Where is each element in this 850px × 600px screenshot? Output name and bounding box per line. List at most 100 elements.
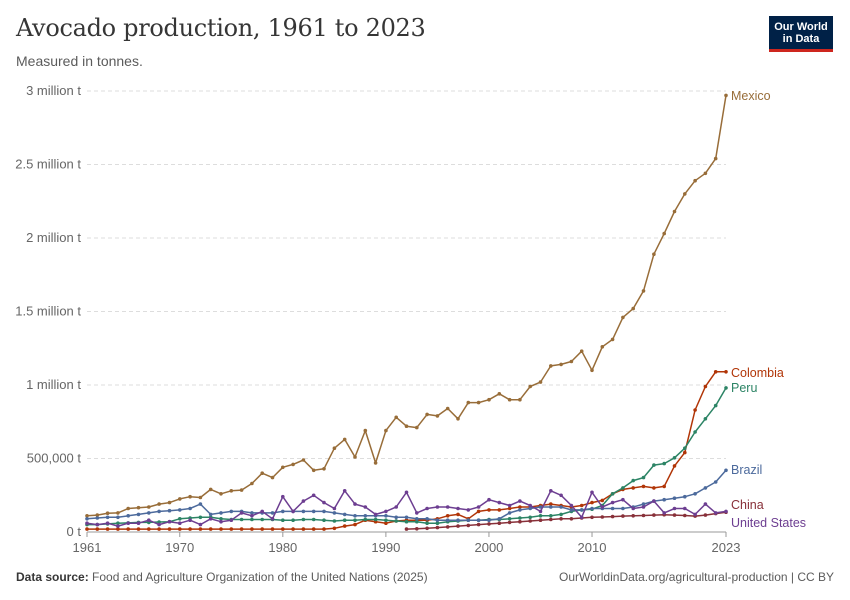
- data-point-united-states: [167, 519, 172, 524]
- data-point-colombia: [281, 527, 285, 531]
- data-point-mexico: [229, 489, 234, 493]
- data-point-colombia: [590, 500, 594, 505]
- data-point-china: [600, 515, 605, 519]
- data-point-peru: [518, 516, 522, 520]
- data-point-united-states: [291, 509, 295, 514]
- data-point-china: [631, 514, 635, 518]
- data-point-united-states: [621, 497, 625, 502]
- data-point-brazil: [683, 494, 687, 499]
- data-point-brazil: [497, 517, 502, 521]
- data-point-peru: [621, 486, 625, 490]
- x-tick-label: 2010: [578, 540, 607, 555]
- data-point-mexico: [476, 400, 481, 405]
- data-point-mexico: [466, 400, 471, 405]
- series-label-china: China: [731, 498, 764, 512]
- data-point-mexico: [311, 468, 316, 473]
- data-point-mexico: [384, 428, 388, 433]
- data-point-china: [404, 527, 409, 531]
- series-line-peru: [87, 387, 727, 526]
- data-point-peru: [198, 515, 203, 520]
- data-point-colombia: [703, 384, 708, 389]
- data-point-peru: [713, 403, 718, 408]
- data-point-peru: [404, 519, 409, 524]
- data-point-peru: [672, 456, 677, 460]
- data-point-peru: [693, 430, 697, 434]
- data-point-china: [456, 524, 460, 528]
- data-point-brazil: [415, 517, 419, 521]
- data-point-china: [590, 515, 594, 520]
- data-point-mexico: [713, 156, 718, 161]
- data-point-mexico: [652, 252, 656, 256]
- data-point-mexico: [425, 412, 429, 417]
- data-point-brazil: [662, 497, 666, 502]
- data-point-united-states: [672, 506, 677, 511]
- data-point-brazil: [229, 509, 234, 514]
- y-tick-label: 3 million t: [26, 83, 81, 98]
- data-point-brazil: [476, 518, 481, 522]
- y-tick-label: 0 t: [67, 524, 82, 539]
- data-point-brazil: [724, 468, 728, 473]
- data-point-mexico: [208, 487, 213, 492]
- data-point-colombia: [198, 527, 203, 531]
- data-point-peru: [662, 461, 666, 466]
- data-point-china: [569, 517, 574, 521]
- data-point-colombia: [507, 506, 512, 511]
- data-point-colombia: [126, 527, 130, 531]
- data-point-colombia: [445, 514, 450, 518]
- data-point-united-states: [105, 521, 110, 525]
- data-point-brazil: [590, 506, 594, 511]
- data-point-brazil: [270, 511, 275, 515]
- data-point-colombia: [116, 527, 120, 531]
- data-point-colombia: [456, 512, 460, 517]
- data-point-china: [559, 517, 563, 521]
- data-point-mexico: [641, 289, 646, 293]
- data-point-colombia: [270, 527, 275, 531]
- data-point-colombia: [652, 486, 656, 490]
- data-point-mexico: [724, 93, 728, 98]
- series-lines: [85, 93, 728, 531]
- data-point-mexico: [600, 345, 605, 349]
- data-point-colombia: [105, 527, 110, 531]
- data-point-brazil: [435, 518, 440, 522]
- data-point-brazil: [198, 502, 203, 506]
- data-point-colombia: [487, 508, 491, 512]
- data-point-colombia: [631, 486, 635, 490]
- data-point-brazil: [703, 486, 708, 490]
- data-point-mexico: [549, 364, 553, 368]
- owid-logo[interactable]: Our World in Data: [769, 16, 833, 52]
- data-point-united-states: [549, 489, 553, 493]
- data-point-brazil: [219, 511, 223, 515]
- data-point-colombia: [229, 527, 234, 531]
- data-point-colombia: [579, 503, 584, 508]
- data-point-china: [610, 514, 615, 519]
- data-point-mexico: [198, 495, 203, 500]
- data-point-united-states: [507, 503, 512, 508]
- data-point-united-states: [250, 514, 254, 518]
- data-point-brazil: [95, 516, 100, 520]
- data-point-brazil: [610, 506, 615, 511]
- data-point-peru: [281, 518, 285, 522]
- data-point-colombia: [693, 408, 697, 412]
- data-point-china: [518, 519, 522, 524]
- data-point-brazil: [672, 496, 677, 501]
- data-point-united-states: [703, 502, 708, 506]
- data-point-peru: [291, 518, 295, 522]
- data-point-china: [538, 518, 543, 522]
- data-point-colombia: [662, 484, 666, 489]
- url-license-link[interactable]: OurWorldinData.org/agricultural-producti…: [558, 570, 834, 584]
- data-source-label: Data source:: [16, 570, 89, 584]
- data-point-brazil: [208, 512, 213, 517]
- data-point-united-states: [445, 505, 450, 509]
- data-point-colombia: [260, 527, 265, 531]
- data-point-united-states: [569, 503, 574, 508]
- data-point-mexico: [559, 362, 563, 367]
- data-point-colombia: [188, 527, 192, 531]
- data-point-united-states: [456, 506, 460, 511]
- data-point-mexico: [528, 384, 532, 389]
- data-point-peru: [703, 417, 708, 421]
- data-point-united-states: [229, 518, 234, 522]
- data-point-peru: [157, 520, 161, 524]
- data-point-peru: [415, 519, 419, 524]
- data-point-united-states: [693, 512, 697, 517]
- data-point-brazil: [157, 509, 161, 514]
